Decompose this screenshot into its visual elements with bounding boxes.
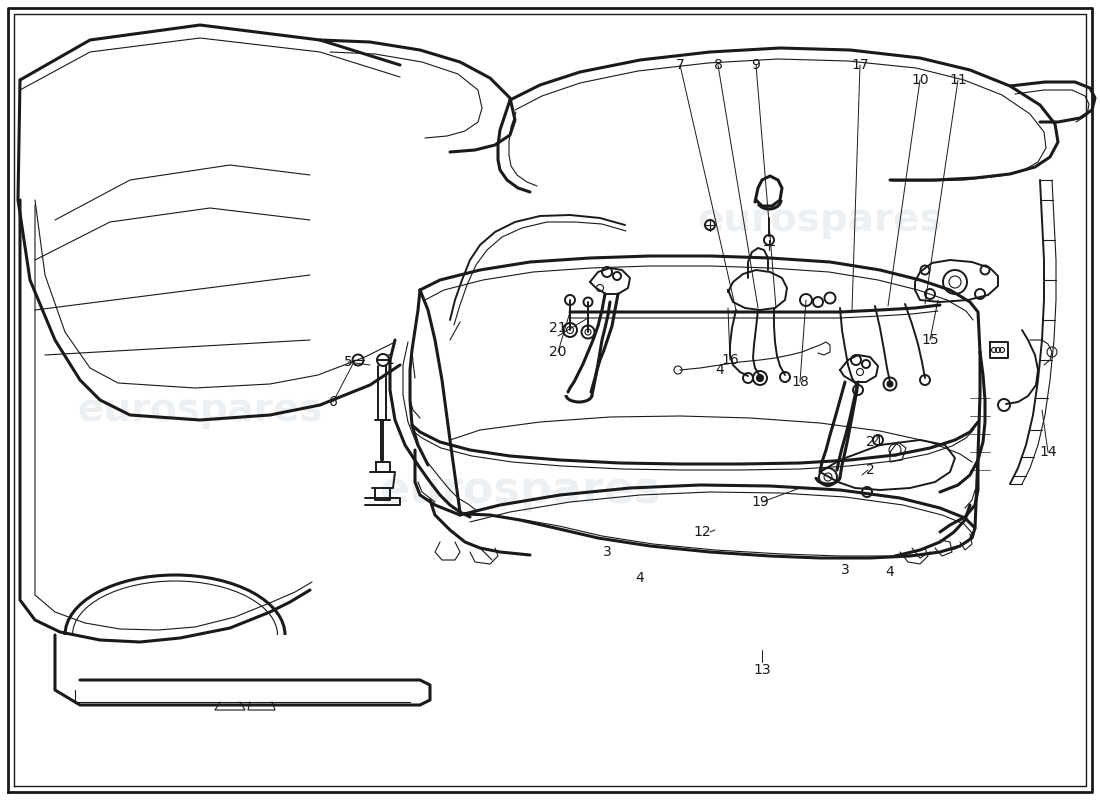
Text: eurospares: eurospares (77, 391, 322, 429)
Text: 19: 19 (751, 495, 769, 509)
Text: 3: 3 (840, 563, 849, 577)
Text: 16: 16 (722, 353, 739, 367)
Text: 4: 4 (716, 363, 725, 377)
Text: 6: 6 (329, 395, 338, 409)
Circle shape (757, 374, 763, 382)
Text: 4: 4 (886, 565, 894, 579)
Text: 9: 9 (751, 58, 760, 72)
Text: 8: 8 (714, 58, 723, 72)
Text: 18: 18 (791, 375, 808, 389)
Text: 15: 15 (921, 333, 938, 347)
Text: eurospares: eurospares (697, 201, 943, 239)
Circle shape (887, 381, 893, 387)
Text: 5: 5 (343, 355, 352, 369)
Text: eurospares: eurospares (379, 469, 661, 511)
Text: 20: 20 (549, 345, 566, 359)
Text: 10: 10 (911, 73, 928, 87)
Text: 12: 12 (693, 525, 711, 539)
Text: 17: 17 (851, 58, 869, 72)
Text: 4: 4 (636, 571, 645, 585)
Text: 2: 2 (866, 463, 874, 477)
Text: 3: 3 (603, 545, 612, 559)
Text: 1: 1 (386, 353, 395, 367)
Text: 21: 21 (866, 435, 883, 449)
Text: 21: 21 (549, 321, 566, 335)
Text: 7: 7 (675, 58, 684, 72)
Text: 13: 13 (754, 663, 771, 677)
Text: 11: 11 (949, 73, 967, 87)
Text: 14: 14 (1040, 445, 1057, 459)
